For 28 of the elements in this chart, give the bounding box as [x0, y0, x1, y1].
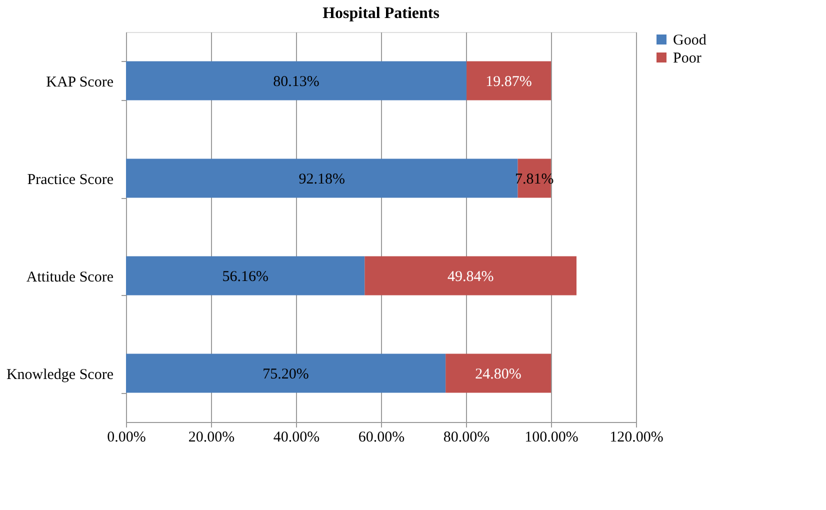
- data-label: 92.18%: [298, 171, 346, 188]
- y-tick-label: Practice Score: [27, 172, 114, 188]
- bar: [126, 61, 467, 100]
- data-label: 80.13%: [273, 74, 320, 90]
- data-label: 56.16%: [222, 268, 268, 285]
- bar: [126, 354, 446, 393]
- y-tick-label: KAP Score: [46, 74, 114, 90]
- bar: [364, 256, 576, 296]
- bar: [126, 158, 518, 198]
- x-tick-label: 40.00%: [273, 430, 320, 446]
- bar: [466, 61, 551, 100]
- y-tick-label: Attitude Score: [26, 269, 114, 286]
- legend-label: Good: [673, 32, 707, 48]
- legend-label: Poor: [673, 50, 702, 66]
- data-label: 49.84%: [447, 268, 494, 285]
- x-tick-label: 20.00%: [188, 430, 235, 446]
- y-tick-label: Knowledge Score: [6, 366, 114, 383]
- data-label: 24.80%: [475, 366, 522, 382]
- x-tick-label: 0.00%: [107, 430, 146, 446]
- x-tick-label: 120.00%: [610, 430, 664, 446]
- data-label: 19.87%: [486, 74, 532, 90]
- x-tick-label: 60.00%: [358, 430, 405, 446]
- chart-title: Hospital Patients: [322, 5, 440, 22]
- bar: [446, 354, 551, 393]
- bar: [126, 256, 365, 296]
- x-tick-label: 100.00%: [524, 430, 578, 446]
- data-label: 75.20%: [262, 366, 309, 382]
- x-tick-label: 80.00%: [443, 430, 490, 446]
